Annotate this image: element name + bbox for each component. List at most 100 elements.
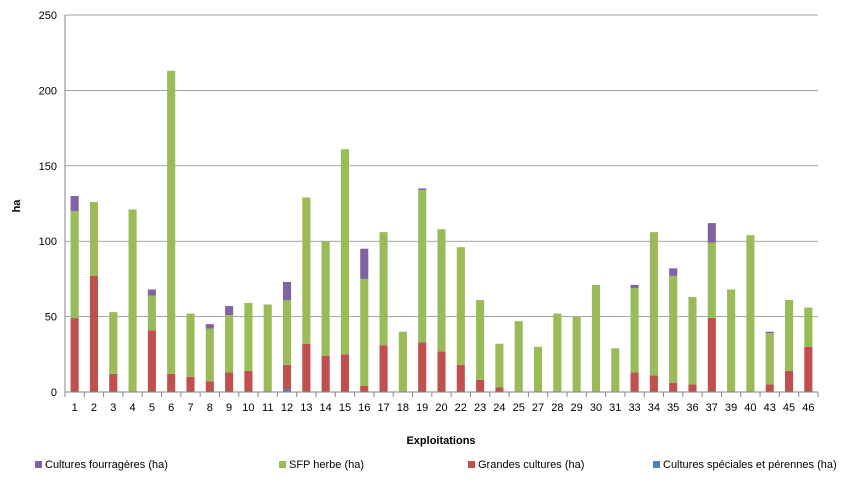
bar-segment bbox=[669, 382, 678, 392]
legend-label: Grandes cultures (ha) bbox=[478, 459, 584, 471]
x-tick-label: 15 bbox=[339, 402, 351, 414]
bar-segment bbox=[186, 313, 195, 377]
bar-segment bbox=[70, 211, 79, 319]
x-tick-label: 33 bbox=[628, 402, 640, 414]
bar-segment bbox=[456, 247, 465, 365]
bar-segment bbox=[669, 275, 678, 383]
bar-segment bbox=[765, 333, 774, 385]
bar-segment bbox=[707, 318, 716, 392]
bar-segment bbox=[340, 149, 350, 355]
bar-segment bbox=[630, 287, 639, 373]
bar-segment bbox=[225, 315, 234, 373]
bar-segment bbox=[649, 375, 658, 392]
bar-segment bbox=[437, 229, 446, 352]
bar-segment bbox=[321, 241, 330, 356]
bar-segment bbox=[186, 376, 195, 392]
y-tick-label: 50 bbox=[45, 312, 57, 324]
y-tick-labels: 0 50 100 150 200 250 bbox=[39, 10, 57, 399]
x-tick-label: 9 bbox=[226, 402, 232, 414]
bar-segment bbox=[495, 387, 504, 392]
bar-segment bbox=[109, 312, 118, 374]
bar-segment bbox=[205, 324, 214, 329]
x-tick-label: 25 bbox=[513, 402, 525, 414]
bar-segment bbox=[669, 268, 678, 276]
x-tick-label: 2 bbox=[91, 402, 97, 414]
x-tick-label: 37 bbox=[706, 402, 718, 414]
bar-segment bbox=[746, 235, 755, 392]
bar-segment bbox=[282, 364, 292, 389]
x-axis-title: Exploitations bbox=[406, 435, 475, 447]
bar-segment bbox=[70, 195, 79, 212]
bar-segment bbox=[418, 342, 427, 392]
legend-swatch bbox=[35, 461, 42, 468]
x-tick-label: 18 bbox=[397, 402, 409, 414]
x-tick-label: 5 bbox=[149, 402, 155, 414]
bar-segment bbox=[476, 379, 485, 392]
bar-segment bbox=[302, 343, 311, 392]
x-tick-label: 13 bbox=[300, 402, 312, 414]
x-tick-label: 17 bbox=[377, 402, 389, 414]
bar-segment bbox=[476, 300, 485, 380]
bar-segment bbox=[282, 281, 292, 301]
legend-swatch bbox=[279, 461, 286, 468]
x-tick-label: 8 bbox=[207, 402, 213, 414]
x-tick-label: 36 bbox=[686, 402, 698, 414]
x-tick-label: 46 bbox=[802, 402, 814, 414]
bar-segment bbox=[302, 197, 311, 344]
bar-segment bbox=[784, 370, 794, 392]
x-tick-label: 20 bbox=[435, 402, 447, 414]
bar-segment bbox=[128, 209, 137, 392]
x-tick-label: 35 bbox=[667, 402, 679, 414]
bar-segment bbox=[707, 242, 716, 319]
bar-segment bbox=[727, 289, 736, 392]
bars bbox=[70, 70, 813, 392]
x-tick-label: 30 bbox=[590, 402, 602, 414]
x-tick-label: 19 bbox=[416, 402, 428, 414]
bar-segment bbox=[225, 372, 234, 392]
x-tick-label: 40 bbox=[744, 402, 756, 414]
bar-segment bbox=[456, 364, 465, 392]
bar-segment bbox=[379, 232, 388, 346]
y-tick-label: 100 bbox=[39, 236, 57, 248]
x-tick-label: 6 bbox=[168, 402, 174, 414]
bar-segment bbox=[533, 346, 543, 392]
bar-segment bbox=[630, 284, 639, 288]
x-tick-label: 31 bbox=[609, 402, 621, 414]
bar-segment bbox=[398, 331, 407, 392]
x-tick-label: 22 bbox=[455, 402, 467, 414]
x-tick-label: 1 bbox=[72, 402, 78, 414]
bar-segment bbox=[109, 373, 118, 392]
bar-segment bbox=[418, 188, 427, 190]
y-tick-label: 250 bbox=[39, 10, 57, 22]
x-tick-label: 24 bbox=[493, 402, 505, 414]
legend-swatch bbox=[653, 461, 660, 468]
legend-label: SFP herbe (ha) bbox=[289, 459, 364, 471]
bar-segment bbox=[147, 330, 156, 392]
x-tick-label: 27 bbox=[532, 402, 544, 414]
bar-segment bbox=[688, 296, 697, 385]
x-tick-label: 23 bbox=[474, 402, 486, 414]
bar-segment bbox=[360, 385, 369, 392]
bar-segment bbox=[495, 343, 504, 388]
x-tick-label: 43 bbox=[764, 402, 776, 414]
x-tick-label: 12 bbox=[281, 402, 293, 414]
bar-segment bbox=[379, 345, 388, 392]
bar-segment bbox=[70, 318, 79, 392]
x-tick-label: 3 bbox=[110, 402, 116, 414]
bar-segment bbox=[688, 384, 697, 392]
x-tick-label: 16 bbox=[358, 402, 370, 414]
bar-segment bbox=[282, 300, 292, 365]
bar-segment bbox=[167, 70, 176, 374]
bar-segment bbox=[89, 201, 99, 276]
bar-segment bbox=[765, 331, 774, 334]
bar-segment bbox=[167, 373, 176, 392]
legend: Cultures fourragères (ha) SFP herbe (ha) G… bbox=[35, 459, 837, 471]
x-tick-label: 45 bbox=[783, 402, 795, 414]
bar-segment bbox=[591, 284, 601, 392]
bar-segment bbox=[244, 370, 253, 392]
bar-segment bbox=[649, 232, 658, 376]
y-tick-label: 150 bbox=[39, 161, 57, 173]
x-tick-label: 4 bbox=[130, 402, 136, 414]
bar-segment bbox=[360, 278, 369, 386]
x-tick-label: 34 bbox=[648, 402, 660, 414]
